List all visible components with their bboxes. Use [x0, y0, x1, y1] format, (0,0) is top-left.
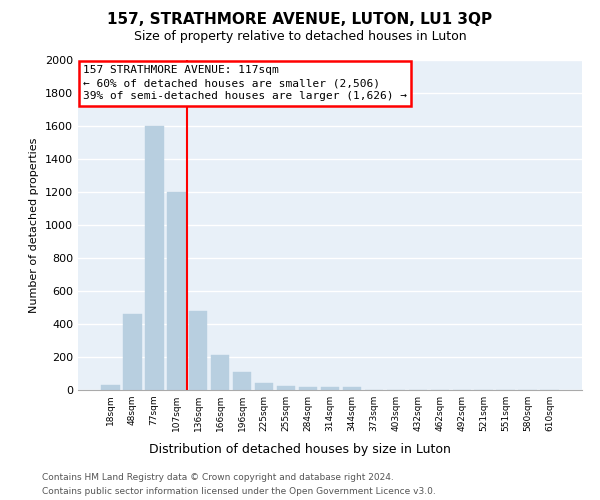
Text: 157 STRATHMORE AVENUE: 117sqm
← 60% of detached houses are smaller (2,506)
39% o: 157 STRATHMORE AVENUE: 117sqm ← 60% of d…: [83, 65, 407, 102]
Bar: [343, 386, 361, 390]
Bar: [299, 386, 317, 390]
Bar: [145, 126, 164, 390]
Bar: [211, 356, 229, 390]
Bar: [101, 385, 119, 390]
Y-axis label: Number of detached properties: Number of detached properties: [29, 138, 40, 312]
Text: Size of property relative to detached houses in Luton: Size of property relative to detached ho…: [134, 30, 466, 43]
Text: Distribution of detached houses by size in Luton: Distribution of detached houses by size …: [149, 442, 451, 456]
Bar: [189, 311, 208, 390]
Bar: [233, 372, 251, 390]
Bar: [277, 386, 295, 390]
Text: Contains public sector information licensed under the Open Government Licence v3: Contains public sector information licen…: [42, 488, 436, 496]
Bar: [320, 386, 340, 390]
Text: Contains HM Land Registry data © Crown copyright and database right 2024.: Contains HM Land Registry data © Crown c…: [42, 472, 394, 482]
Bar: [123, 314, 142, 390]
Text: 157, STRATHMORE AVENUE, LUTON, LU1 3QP: 157, STRATHMORE AVENUE, LUTON, LU1 3QP: [107, 12, 493, 28]
Bar: [255, 384, 274, 390]
Bar: [167, 192, 185, 390]
